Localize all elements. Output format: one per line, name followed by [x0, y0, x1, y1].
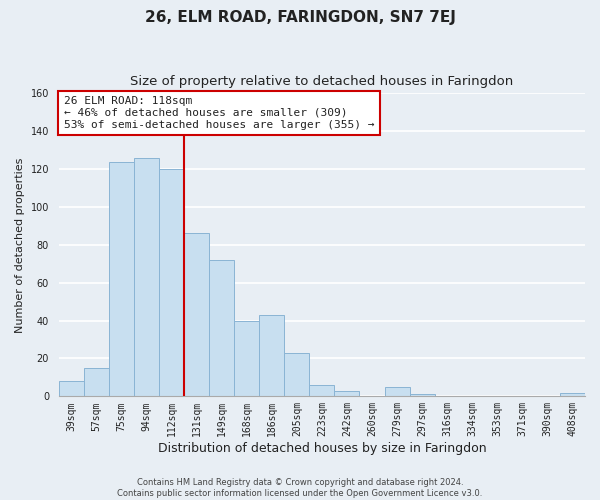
- Text: 26, ELM ROAD, FARINGDON, SN7 7EJ: 26, ELM ROAD, FARINGDON, SN7 7EJ: [145, 10, 455, 25]
- Text: Contains HM Land Registry data © Crown copyright and database right 2024.
Contai: Contains HM Land Registry data © Crown c…: [118, 478, 482, 498]
- Title: Size of property relative to detached houses in Faringdon: Size of property relative to detached ho…: [130, 75, 514, 88]
- Bar: [259, 315, 284, 396]
- Text: 26 ELM ROAD: 118sqm
← 46% of detached houses are smaller (309)
53% of semi-detac: 26 ELM ROAD: 118sqm ← 46% of detached ho…: [64, 96, 374, 130]
- Bar: [109, 162, 134, 396]
- Bar: [209, 260, 234, 396]
- Bar: [560, 392, 585, 396]
- Bar: [410, 394, 434, 396]
- Bar: [310, 385, 334, 396]
- Bar: [84, 368, 109, 396]
- Bar: [284, 353, 310, 397]
- Bar: [184, 234, 209, 396]
- Bar: [159, 169, 184, 396]
- Bar: [334, 390, 359, 396]
- X-axis label: Distribution of detached houses by size in Faringdon: Distribution of detached houses by size …: [158, 442, 486, 455]
- Y-axis label: Number of detached properties: Number of detached properties: [15, 157, 25, 332]
- Bar: [134, 158, 159, 396]
- Bar: [385, 387, 410, 396]
- Bar: [59, 381, 84, 396]
- Bar: [234, 320, 259, 396]
